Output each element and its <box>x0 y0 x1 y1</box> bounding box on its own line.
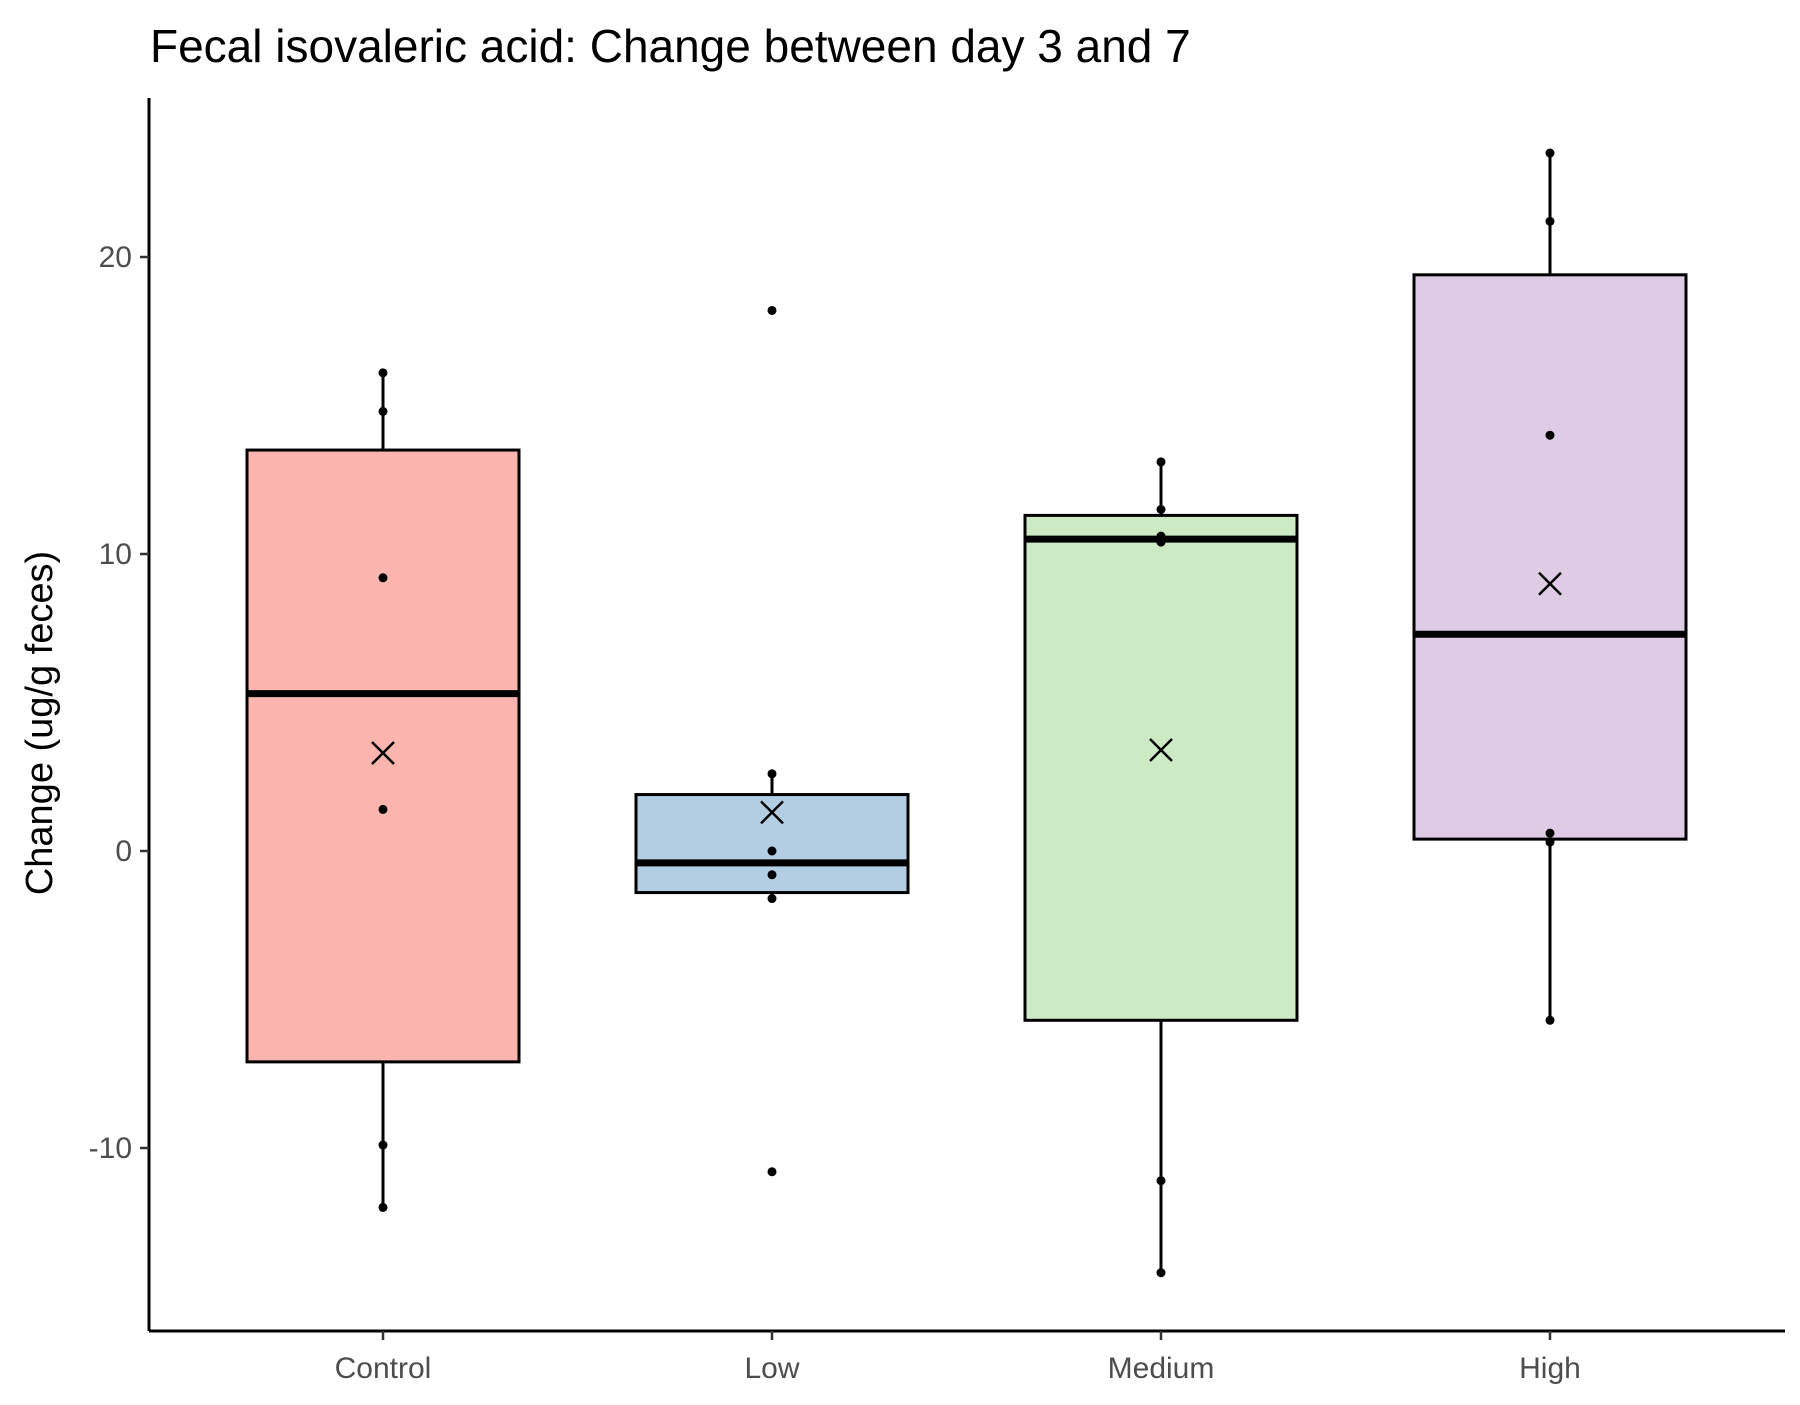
data-point <box>378 804 388 814</box>
x-axis-ticks: Control Low Medium High <box>335 1331 1581 1385</box>
data-point <box>1156 1176 1166 1186</box>
data-point <box>378 368 388 378</box>
y-tick-label: 10 <box>99 538 132 571</box>
data-point <box>1545 430 1555 440</box>
y-axis-ticks: -10 0 10 20 <box>89 241 149 1165</box>
data-point <box>767 846 777 856</box>
x-tick-label: Control <box>335 1352 432 1385</box>
x-tick-label: Low <box>744 1352 799 1385</box>
mean-marker <box>371 741 395 765</box>
data-point <box>1156 537 1166 547</box>
box-group-high <box>1412 148 1688 1025</box>
data-point <box>1545 837 1555 847</box>
data-point <box>1156 457 1166 467</box>
y-tick-label: 20 <box>99 241 132 274</box>
mean-marker <box>1149 738 1173 762</box>
data-point <box>1545 216 1555 226</box>
box-group-control <box>245 368 521 1212</box>
data-point <box>378 1202 388 1212</box>
data-point <box>1545 1015 1555 1025</box>
y-tick-label: 0 <box>115 835 132 868</box>
data-point <box>1156 1268 1166 1278</box>
data-point <box>767 769 777 779</box>
data-point <box>767 1167 777 1177</box>
box <box>1023 513 1299 1022</box>
data-point <box>378 1140 388 1150</box>
data-point <box>767 305 777 315</box>
box-group-low <box>634 305 910 1177</box>
mean-marker <box>760 800 784 825</box>
data-point <box>1545 828 1555 838</box>
x-tick-label: Medium <box>1108 1352 1215 1385</box>
data-point <box>1545 148 1555 158</box>
box <box>245 448 521 1064</box>
y-tick-label: -10 <box>89 1132 132 1165</box>
mean-marker <box>1538 571 1562 596</box>
data-point <box>378 406 388 416</box>
y-axis-label: Change (ug/g feces) <box>19 551 61 895</box>
data-point <box>1156 504 1166 514</box>
box-group-medium <box>1023 457 1299 1278</box>
boxes <box>245 148 1688 1278</box>
chart-title: Fecal isovaleric acid: Change between da… <box>150 20 1191 72</box>
box <box>1412 273 1688 841</box>
data-point <box>767 894 777 904</box>
data-point <box>378 573 388 583</box>
data-point <box>767 870 777 880</box>
x-tick-label: High <box>1519 1352 1581 1385</box>
